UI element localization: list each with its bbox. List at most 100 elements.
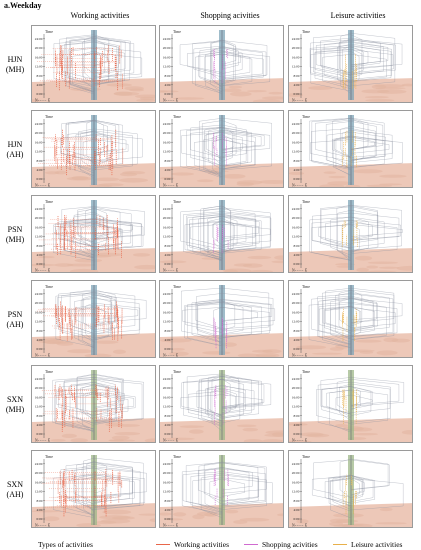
time-axis-tick-label: 4:00 xyxy=(36,423,42,427)
space-time-path xyxy=(330,216,385,256)
space-time-path xyxy=(324,307,396,336)
activity-segment-working xyxy=(70,60,101,68)
time-axis-tick-label: 0:00 xyxy=(164,92,170,96)
space-time-path-plot: Time 0:00 4:00 8:00 12:00 16:00 20:00 24:00 N E xyxy=(32,30,155,102)
space-time-path-plot: Time 0:00 4:00 8:00 12:00 16:00 20:00 24:00 N E xyxy=(32,370,155,443)
panel-shopping-1: Time 0:00 4:00 8:00 12:00 16:00 20:00 24:00 N E xyxy=(159,110,284,188)
space-time-path xyxy=(78,128,138,177)
space-time-path xyxy=(339,383,391,421)
ground-texture xyxy=(32,99,41,102)
time-axis-tick-label: 16:00 xyxy=(163,140,171,144)
ground-texture xyxy=(221,342,237,347)
ground-texture xyxy=(366,265,379,269)
activity-segment-working xyxy=(71,229,116,250)
ground-texture xyxy=(132,253,151,257)
north-label: N xyxy=(35,439,38,443)
north-label: N xyxy=(292,439,295,443)
activity-segment-working xyxy=(64,479,108,487)
ground-texture xyxy=(308,86,333,90)
space-time-path xyxy=(182,471,259,509)
space-time-path xyxy=(78,307,109,349)
space-time-path xyxy=(318,297,374,340)
time-axis-tick-label: 0:00 xyxy=(293,432,299,436)
activity-segment-shopping xyxy=(213,132,223,149)
ground-texture xyxy=(379,507,393,512)
time-axis-tick-label: 24:00 xyxy=(292,207,300,211)
panel-shopping-3: Time 0:00 4:00 8:00 12:00 16:00 20:00 24:00 N E xyxy=(159,280,284,358)
ground-texture xyxy=(367,261,398,264)
space-time-path xyxy=(325,121,377,169)
activity-segment-leisure xyxy=(342,314,355,324)
time-axis-tick-label: 16:00 xyxy=(163,310,171,314)
ground-texture xyxy=(289,171,305,175)
north-label: N xyxy=(163,269,166,273)
panel-leisure-1: Time 0:00 4:00 8:00 12:00 16:00 20:00 24:00 N E xyxy=(288,110,413,188)
space-time-path xyxy=(207,374,252,425)
space-time-path-plot: Time 0:00 4:00 8:00 12:00 16:00 20:00 24:00 N E xyxy=(289,455,412,527)
activity-segment-working xyxy=(72,47,97,55)
space-time-path xyxy=(210,39,236,93)
activity-segment-shopping xyxy=(216,148,227,156)
space-time-path xyxy=(333,137,403,176)
ground-texture xyxy=(160,512,172,516)
activity-segment-leisure xyxy=(346,474,352,486)
space-time-path xyxy=(199,118,272,179)
space-time-path xyxy=(342,46,392,90)
space-time-path xyxy=(334,136,375,158)
time-axis-tick-label: 24:00 xyxy=(163,292,171,296)
time-axis-label: Time xyxy=(302,115,310,119)
ground-texture xyxy=(196,179,214,183)
space-time-path xyxy=(82,291,112,349)
space-time-path xyxy=(55,220,133,243)
activity-segment-working xyxy=(74,474,107,483)
time-axis-label: Time xyxy=(173,200,181,204)
row-label: SXN (AH) xyxy=(0,480,30,500)
activity-segment-shopping xyxy=(214,389,225,407)
ground-texture xyxy=(335,424,348,428)
east-label: E xyxy=(48,269,51,273)
space-time-path xyxy=(211,40,268,88)
legend: Types of activities Working activities S… xyxy=(0,538,421,550)
space-time-path xyxy=(337,210,379,260)
space-time-path xyxy=(58,218,142,247)
activity-segment-working xyxy=(55,147,124,164)
space-time-path xyxy=(205,51,270,94)
ground-texture xyxy=(252,99,281,102)
time-axis-tick-label: 24:00 xyxy=(35,462,43,466)
time-axis-tick-label: 24:00 xyxy=(35,292,43,296)
ground-texture xyxy=(67,349,94,354)
activity-segment-leisure xyxy=(342,327,355,341)
ground-texture xyxy=(296,345,327,350)
ground-texture xyxy=(359,350,374,354)
activity-segment-leisure xyxy=(342,156,352,166)
row-label: PSN (AH) xyxy=(0,310,30,330)
time-axis-tick-label: 12:00 xyxy=(35,65,43,69)
activity-segment-leisure xyxy=(345,220,358,227)
space-time-path xyxy=(80,130,133,179)
activity-segment-shopping xyxy=(213,318,224,337)
time-axis-tick-label: 12:00 xyxy=(292,150,300,154)
time-axis-tick-label: 0:00 xyxy=(293,92,299,96)
ground-texture xyxy=(376,350,398,356)
row-label: HJN (MH) xyxy=(0,55,30,75)
time-axis-tick-label: 20:00 xyxy=(35,46,43,50)
time-axis-tick-label: 24:00 xyxy=(163,207,171,211)
ground-texture xyxy=(335,519,358,523)
ground-texture xyxy=(355,339,382,343)
time-axis-tick-label: 20:00 xyxy=(292,301,300,305)
ground-texture xyxy=(164,518,184,521)
space-time-path xyxy=(329,477,365,504)
time-axis-tick-label: 12:00 xyxy=(35,150,43,154)
time-axis-tick-label: 12:00 xyxy=(163,235,171,239)
north-label: N xyxy=(35,354,38,358)
activity-segment-shopping xyxy=(216,224,224,241)
activity-segment-shopping xyxy=(214,53,224,70)
time-axis-tick-label: 24:00 xyxy=(163,37,171,41)
figure-title: a.Weekday xyxy=(4,1,42,10)
space-time-path xyxy=(310,139,390,162)
panel-shopping-2: Time 0:00 4:00 8:00 12:00 16:00 20:00 24:00 N E xyxy=(159,195,284,273)
activity-segment-working xyxy=(56,73,100,87)
activity-segment-working xyxy=(54,145,108,161)
space-time-path xyxy=(332,475,374,510)
ground-texture xyxy=(119,172,138,177)
